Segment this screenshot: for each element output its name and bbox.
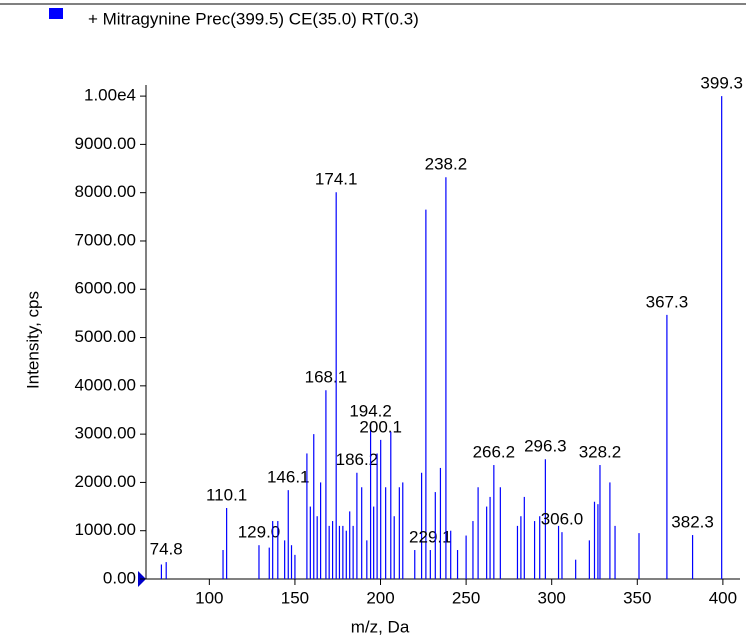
y-tick-label: 1000.00 [75, 520, 136, 539]
x-tick-label: 150 [281, 588, 309, 607]
x-tick-label: 100 [195, 588, 223, 607]
peak-label: 129.0 [238, 523, 281, 542]
peak-label: 382.3 [671, 513, 714, 532]
peak-label: 174.1 [315, 170, 358, 189]
peak-label: 306.0 [541, 510, 584, 529]
legend-swatch [49, 8, 63, 19]
y-tick-label: 4000.00 [75, 375, 136, 394]
y-tick-label: 8000.00 [75, 182, 136, 201]
x-tick-label: 400 [709, 588, 737, 607]
y-tick-label: 7000.00 [75, 230, 136, 249]
peak-label: 168.1 [305, 368, 348, 387]
peak-label: 399.3 [700, 74, 743, 93]
peak-label: 296.3 [524, 437, 567, 456]
peak-label: 110.1 [206, 485, 247, 504]
x-tick-label: 350 [623, 588, 651, 607]
peak-label: 146.1 [267, 468, 310, 487]
x-tick-label: 200 [366, 588, 394, 607]
peak-label: 74.8 [150, 540, 183, 559]
y-axis-label: Intensity, cps [23, 291, 42, 389]
y-tick-label: 2000.00 [75, 472, 136, 491]
peak-label: 200.1 [359, 417, 402, 436]
y-tick-label: 9000.00 [75, 134, 136, 153]
x-axis-label: m/z, Da [351, 617, 410, 636]
peak-label: 328.2 [579, 443, 622, 462]
peak-label: 367.3 [646, 292, 689, 311]
y-tick-label: 3000.00 [75, 424, 136, 443]
peak-label: 266.2 [473, 443, 516, 462]
x-tick-label: 250 [452, 588, 480, 607]
y-tick-label: 5000.00 [75, 327, 136, 346]
y-tick-label: 6000.00 [75, 279, 136, 298]
peak-label: 186.2 [336, 450, 379, 469]
y-tick-label: 0.00 [103, 568, 136, 587]
peak-label: 229.1 [409, 528, 452, 547]
y-tick-label: 1.00e4 [84, 86, 136, 105]
peak-label: 238.2 [425, 155, 468, 174]
legend-label: + Mitragynine Prec(399.5) CE(35.0) RT(0.… [88, 9, 419, 28]
x-tick-label: 300 [538, 588, 566, 607]
peak-label: 194.2 [349, 401, 392, 420]
